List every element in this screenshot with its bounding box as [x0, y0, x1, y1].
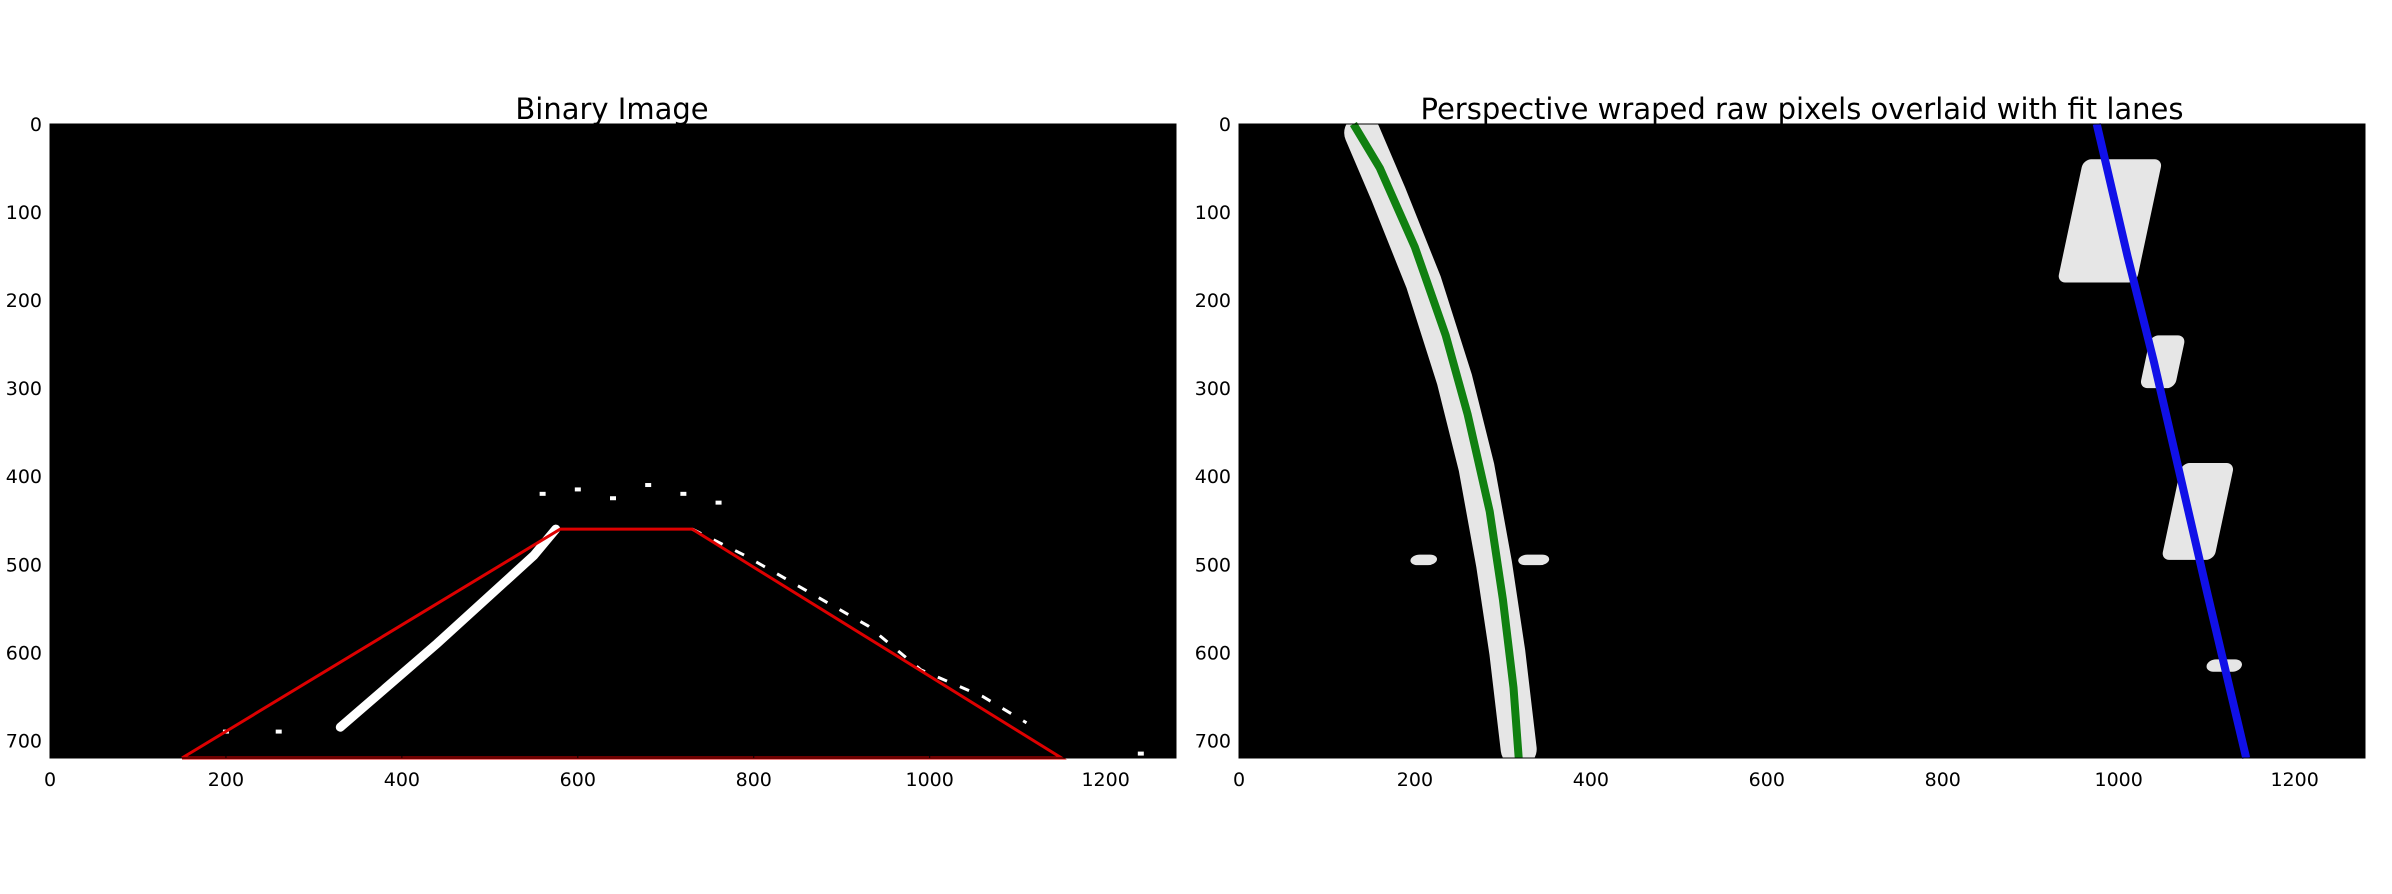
y-tick-label: 700: [1195, 730, 1231, 752]
right-fit-line: [2092, 123, 2251, 759]
speckle: [1137, 751, 1144, 756]
y-tick-label: 200: [1195, 290, 1231, 312]
speckle: [539, 491, 546, 496]
marks-layer: [1344, 114, 2251, 768]
x-tick-label: 1000: [906, 769, 954, 791]
x-tick-label: 1200: [1081, 769, 1129, 791]
speckle: [275, 729, 282, 734]
y-tick-label: 100: [6, 202, 42, 224]
lane-pixel-blob: [1410, 554, 1438, 566]
axes-layer: 0 200 400 600 800 1000 1200 0 100 200 300 400 500 600…: [6, 114, 1177, 791]
x-tick-label: 1000: [2095, 769, 2143, 791]
speckle: [680, 491, 687, 496]
image-area: [1239, 124, 2365, 758]
panel-binary-image: Binary Image 0 200 400 600 800 1000 1200 0 100 20…: [6, 92, 1177, 791]
axes-frame: [1238, 123, 2366, 759]
speckle: [610, 496, 616, 501]
y-tick-label: 500: [1195, 554, 1231, 576]
panel-perspective-warped: Perspective wraped raw pixels overlaid w…: [1195, 92, 2366, 791]
lane-pixel-blob: [2058, 159, 2162, 283]
x-tick-label: 400: [1573, 769, 1609, 791]
y-tick-label: 500: [6, 554, 42, 576]
y-tick-label: 200: [6, 290, 42, 312]
y-tick-label: 400: [1195, 466, 1231, 488]
x-tick-label: 200: [1397, 769, 1433, 791]
speckle: [715, 500, 722, 505]
x-tick-label: 0: [1233, 769, 1245, 791]
y-tick-label: 700: [6, 730, 42, 752]
x-tick-label: 200: [208, 769, 244, 791]
panel-title: Binary Image: [515, 92, 708, 126]
x-tick-label: 0: [44, 769, 56, 791]
y-tick-label: 300: [1195, 378, 1231, 400]
x-tick-label: 600: [1749, 769, 1785, 791]
lane-pixel-blob: [1518, 554, 1550, 566]
x-tick-label: 800: [1925, 769, 1961, 791]
image-area: [50, 124, 1176, 758]
y-tick-label: 0: [30, 114, 42, 136]
speckle: [645, 483, 652, 488]
x-tick-label: 600: [560, 769, 596, 791]
speckle: [574, 487, 581, 492]
y-tick-label: 0: [1219, 114, 1231, 136]
x-tick-label: 800: [736, 769, 772, 791]
panel-title: Perspective wraped raw pixels overlaid w…: [1421, 92, 2184, 126]
x-tick-label: 400: [384, 769, 420, 791]
y-tick-label: 400: [6, 466, 42, 488]
y-tick-label: 600: [6, 642, 42, 664]
y-tick-label: 300: [6, 378, 42, 400]
lane-pixels-right: [691, 527, 1028, 725]
left-fit-line: [1349, 121, 1523, 759]
lane-pixels-left: [335, 524, 561, 732]
y-tick-label: 600: [1195, 642, 1231, 664]
axes-frame: [49, 123, 1177, 759]
y-tick-label: 100: [1195, 202, 1231, 224]
axes-layer: 0 200 400 600 800 1000 1200 0 100 200 300 400 500 600…: [1195, 114, 2366, 791]
x-tick-label: 1200: [2270, 769, 2318, 791]
